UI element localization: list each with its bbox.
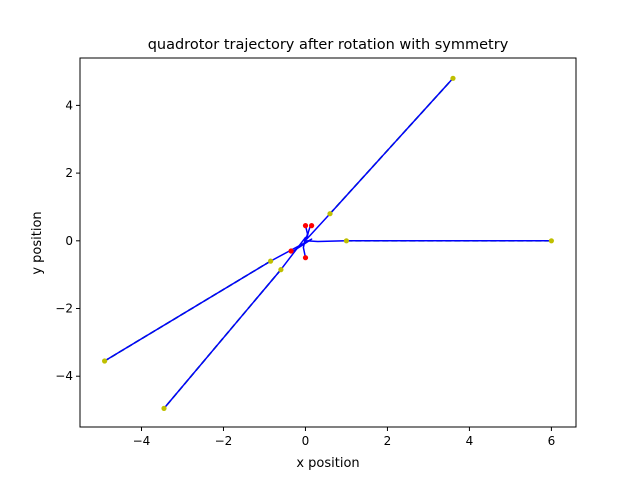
x-tick-label: 2 xyxy=(384,434,392,448)
y-tick-label: 4 xyxy=(65,98,73,112)
x-tick-label: −4 xyxy=(133,434,151,448)
x-tick-label: −2 xyxy=(215,434,233,448)
waypoint-marker-7 xyxy=(278,267,284,273)
x-axis: −4 −2 0 2 4 6 xyxy=(133,427,556,448)
x-tick-label: 6 xyxy=(548,434,556,448)
start-point-marker-2 xyxy=(309,223,315,229)
x-tick-label: 4 xyxy=(466,434,474,448)
y-tick-label: 0 xyxy=(65,234,73,248)
waypoint-marker-2 xyxy=(548,238,555,244)
start-point-marker-1 xyxy=(302,223,309,229)
start-point-marker-3 xyxy=(302,255,309,261)
waypoint-marker-4 xyxy=(450,75,456,81)
x-tick-label: 0 xyxy=(302,434,310,448)
plot-area xyxy=(102,75,555,411)
waypoint-marker-5 xyxy=(268,258,274,264)
y-tick-label: −2 xyxy=(55,302,73,316)
trajectory-line-3 xyxy=(104,238,313,362)
y-axis: −4 −2 0 2 4 xyxy=(55,98,80,383)
trajectory-line-2 xyxy=(305,77,454,240)
x-axis-label: x position xyxy=(296,456,359,471)
waypoint-marker-8 xyxy=(161,405,167,411)
waypoint-marker-1 xyxy=(343,238,349,244)
y-tick-label: −4 xyxy=(55,369,73,383)
chart-title: quadrotor trajectory after rotation with… xyxy=(148,37,509,53)
waypoint-marker-3 xyxy=(327,211,333,217)
y-tick-label: 2 xyxy=(65,166,73,180)
start-point-marker-4 xyxy=(288,248,294,254)
trajectory-line-1 xyxy=(304,225,552,243)
axes-frame xyxy=(79,57,577,428)
waypoint-marker-6 xyxy=(102,358,108,364)
trajectory-line-4 xyxy=(163,236,307,409)
y-axis-label: y position xyxy=(30,211,45,274)
